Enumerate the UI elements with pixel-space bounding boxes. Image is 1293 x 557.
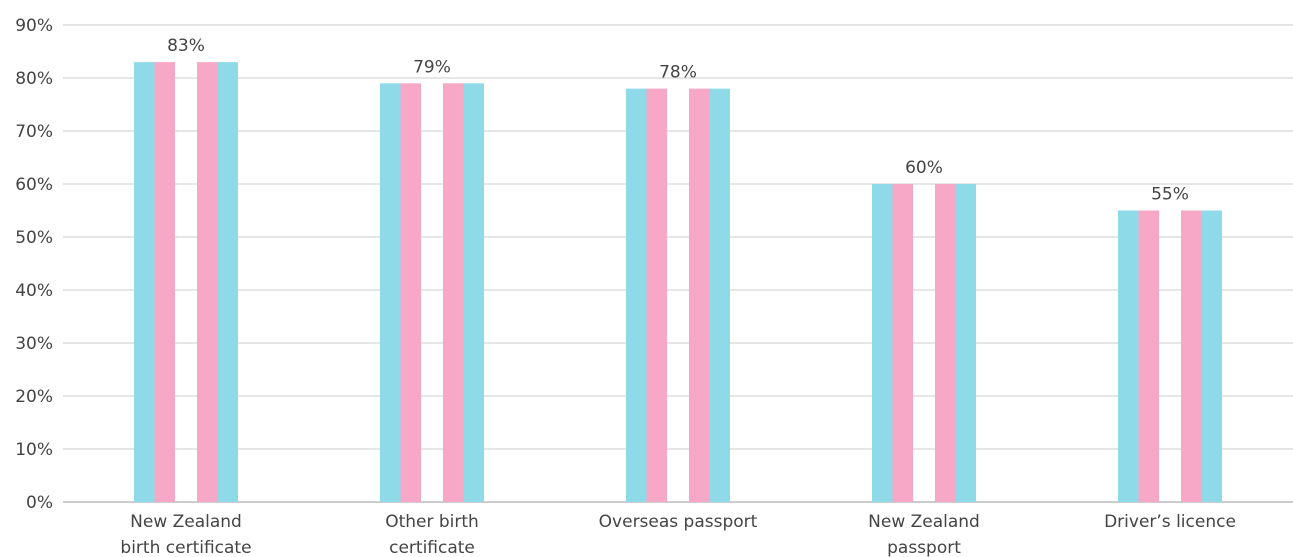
y-tick-label: 50% [15,228,53,248]
x-category-label: New Zealand [130,512,242,532]
x-category-label: Driver’s licence [1104,512,1236,532]
data-labels: 83% 79% 78% 60% 55% [167,36,1189,204]
y-tick-label: 40% [15,281,53,301]
data-label: 79% [413,57,451,77]
bar-pink [646,88,667,502]
bar-pink [154,62,175,502]
y-tick-label: 90% [15,16,53,36]
y-tick-label: 80% [15,69,53,89]
x-axis-labels: New Zealand birth certificate Other birth c… [120,512,1235,557]
bar-pink [1181,210,1202,502]
bar-pink [689,88,710,502]
data-label: 55% [1151,185,1189,205]
bar-blue [380,83,401,503]
bar-blue [626,88,647,502]
bar-blue [1201,210,1222,502]
data-label: 83% [167,36,205,56]
bar-pink [1138,210,1159,502]
bar-pink [892,184,913,502]
y-tick-label: 0% [26,493,53,513]
data-label: 78% [659,63,697,83]
y-tick-label: 20% [15,387,53,407]
bar-pink [443,83,464,503]
bar-pink [935,184,956,502]
y-tick-label: 30% [15,334,53,354]
x-category-label: Other birth [385,512,479,532]
y-axis-ticks: 0% 10% 20% 30% 40% 50% 60% 70% 80% 90% [15,16,53,513]
bars [134,62,1222,503]
x-category-label: Overseas passport [599,512,758,532]
y-tick-label: 60% [15,175,53,195]
x-category-label: passport [887,538,961,557]
y-tick-label: 10% [15,440,53,460]
gridlines [63,24,1293,503]
bar-blue [217,62,238,502]
data-label: 60% [905,158,943,178]
bar-blue [134,62,155,502]
bar-blue [709,88,730,502]
y-tick-label: 70% [15,122,53,142]
bar-blue [1118,210,1139,502]
bar-pink [197,62,218,502]
x-category-label: New Zealand [868,512,980,532]
x-category-label: certificate [389,538,475,557]
bar-blue [955,184,976,502]
bar-blue [463,83,484,503]
x-category-label: birth certificate [120,538,251,557]
bar-blue [872,184,893,502]
bar-pink [400,83,421,503]
